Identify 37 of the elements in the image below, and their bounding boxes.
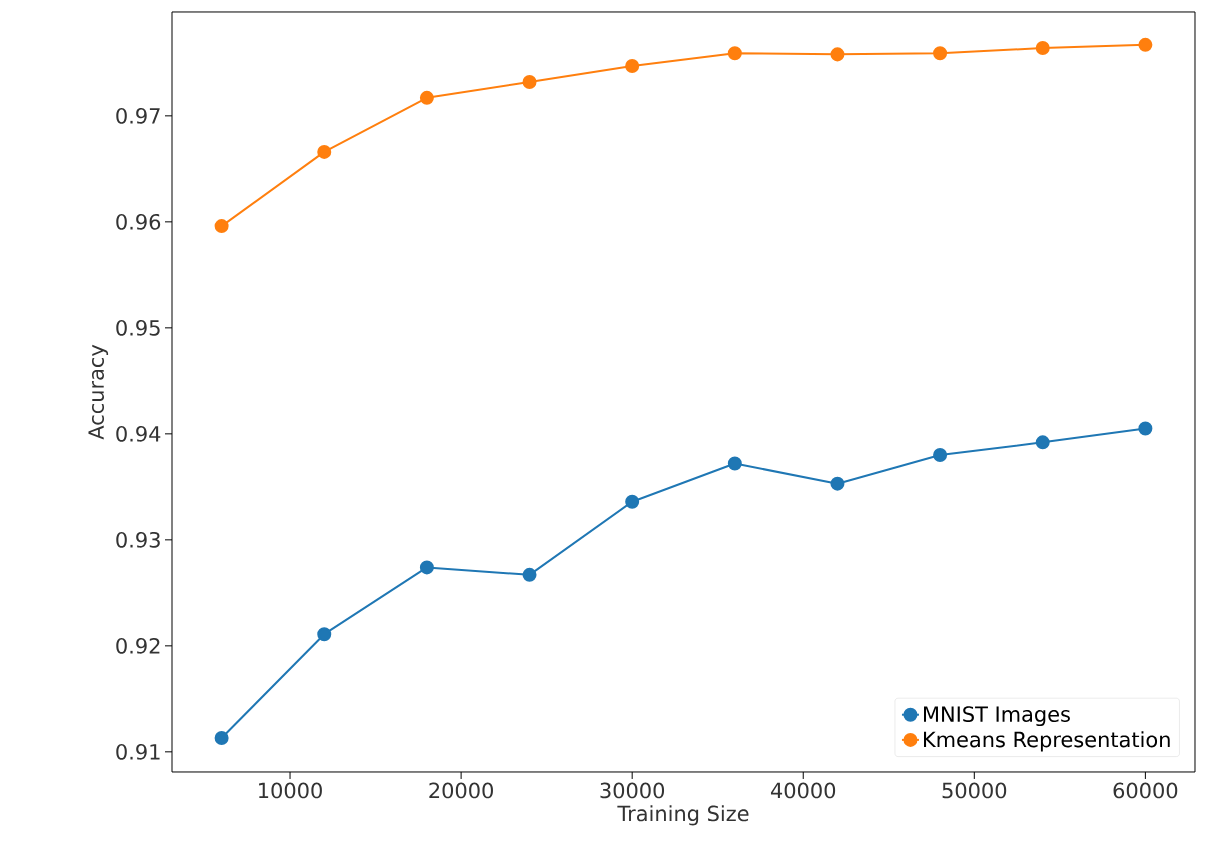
legend-label: MNIST Images [924,706,1070,727]
point [522,567,537,582]
point [933,448,948,463]
point [522,74,537,89]
y-tick-label: 0.92 [116,637,160,654]
point [419,90,434,105]
y-tick-label: 0.91 [116,743,160,760]
point [830,47,845,62]
point [830,476,845,491]
point [214,219,229,234]
point [933,46,948,61]
y-tick-label: 0.93 [116,531,160,548]
point [625,494,640,509]
x-axis-title: Training Size [617,805,749,826]
point [317,144,332,159]
y-tick-label: 0.95 [116,319,160,336]
y-tick-label: 0.96 [116,213,161,230]
point [1035,435,1050,450]
point [727,456,742,471]
point [317,627,332,642]
y-axis-title: Accuracy [88,344,109,440]
point [727,46,742,61]
x-tick-label: 30000 [600,782,665,799]
point [214,731,229,746]
x-tick-label: 20000 [429,782,493,799]
y-tick-label: 0.94 [116,425,161,442]
x-tick-label: 50000 [942,782,1007,799]
x-tick-label: 40000 [770,782,836,799]
x-tick-label: 60000 [1113,782,1178,799]
point [1138,421,1153,436]
x-tick-label: 10000 [259,782,322,799]
point [1035,41,1050,56]
y-tick-label: 0.97 [116,107,160,124]
point [419,560,434,575]
point [1138,37,1153,52]
legend-label: Kmeans Representation [924,731,1170,752]
point [625,59,640,74]
